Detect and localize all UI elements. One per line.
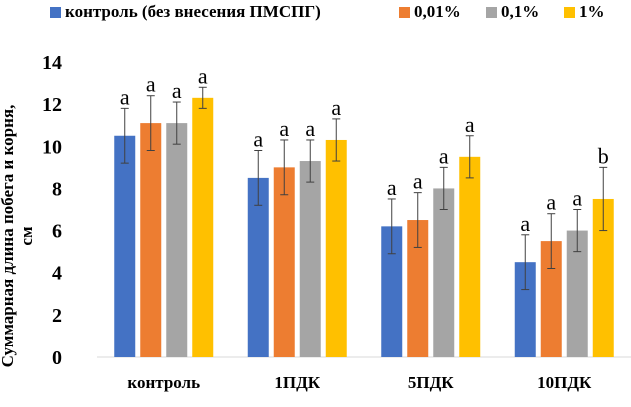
significance-label: a — [279, 116, 289, 141]
significance-label: a — [520, 211, 530, 236]
bar — [114, 135, 136, 357]
legend: контроль (без внесения ПМСПГ) 0,01% 0,1%… — [0, 0, 631, 24]
significance-label: a — [253, 127, 263, 152]
legend-swatch-control — [50, 6, 61, 18]
significance-label: a — [120, 84, 130, 109]
bar — [166, 123, 188, 357]
bar — [381, 226, 403, 357]
bar — [325, 139, 347, 357]
x-category-label: 5ПДК — [408, 373, 454, 392]
significance-label: a — [413, 169, 423, 194]
bar — [299, 161, 321, 357]
bar — [433, 188, 455, 357]
bar — [540, 241, 562, 357]
legend-label-0-01: 0,01% — [414, 2, 461, 21]
significance-label: a — [387, 175, 397, 200]
legend-swatch-0-1 — [486, 6, 497, 18]
y-tick-label: 8 — [52, 178, 62, 200]
legend-item-1: 1% — [564, 2, 605, 22]
significance-label: a — [331, 95, 341, 120]
legend-swatch-0-01 — [399, 6, 410, 18]
bar — [247, 177, 269, 357]
legend-label-control: контроль (без внесения ПМСПГ) — [65, 2, 321, 21]
legend-item-0-01: 0,01% — [399, 2, 461, 22]
y-tick-label: 6 — [52, 221, 62, 243]
significance-label: a — [198, 63, 208, 88]
y-tick-label: 4 — [52, 263, 62, 285]
significance-label: a — [572, 186, 582, 211]
y-tick-label: 2 — [52, 305, 62, 327]
bar — [192, 97, 214, 358]
legend-label-1: 1% — [579, 2, 605, 21]
significance-label: a — [439, 143, 449, 168]
significance-label: a — [546, 190, 556, 215]
bar — [273, 167, 295, 357]
y-tick-label: 0 — [52, 347, 62, 369]
bar — [140, 123, 162, 357]
bar — [566, 230, 588, 357]
significance-label: b — [598, 143, 609, 168]
x-category-label: 10ПДК — [537, 373, 592, 392]
y-tick-label: 14 — [42, 52, 62, 74]
significance-label: a — [465, 112, 475, 137]
legend-item-control: контроль (без внесения ПМСПГ) — [50, 2, 321, 22]
bar — [514, 262, 536, 357]
legend-label-0-1: 0,1% — [501, 2, 540, 21]
significance-label: a — [146, 72, 156, 97]
x-category-label: контроль — [127, 373, 200, 392]
bar — [407, 220, 429, 357]
bar — [459, 156, 481, 357]
significance-label: a — [172, 78, 182, 103]
x-category-label: 1ПДК — [274, 373, 320, 392]
y-tick-label: 10 — [42, 136, 62, 158]
y-tick-label: 12 — [42, 94, 62, 116]
significance-label: a — [305, 116, 315, 141]
legend-swatch-1 — [564, 6, 575, 18]
legend-item-0-1: 0,1% — [486, 2, 539, 22]
bar — [592, 198, 614, 357]
